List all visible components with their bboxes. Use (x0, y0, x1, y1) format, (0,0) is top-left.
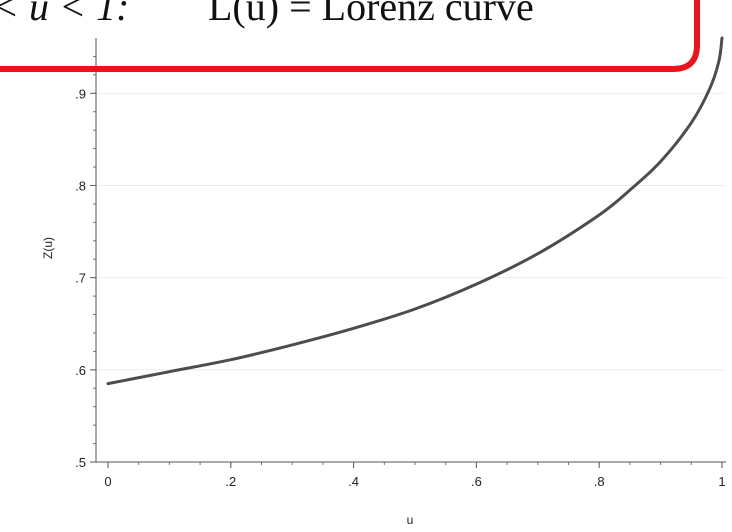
y-tick-label: .6 (75, 363, 86, 378)
x-axis-title: u (407, 513, 414, 527)
data-point (352, 327, 355, 330)
y-tick-label: .8 (75, 178, 86, 193)
data-point (659, 160, 662, 163)
data-point (720, 36, 724, 40)
x-tick-label: 0 (104, 474, 111, 489)
axes: .5 .6 .7 .8 .9 0 .2 .4 .6 .8 1 (75, 38, 726, 489)
data-point (168, 370, 171, 373)
y-tick-label: .7 (75, 271, 86, 286)
series-layer (106, 36, 724, 386)
data-point (598, 213, 601, 217)
series-line (106, 36, 724, 386)
x-tick-label: .4 (348, 474, 359, 489)
data-point (717, 59, 721, 63)
data-point (628, 188, 632, 192)
data-point (291, 343, 294, 347)
data-point (475, 282, 478, 286)
data-point (690, 121, 693, 125)
callout-box: < u < 1: L(u) = Lorenz curve (0, 0, 700, 72)
y-tick-label: .5 (75, 455, 86, 470)
data-point (413, 307, 417, 311)
data-point (708, 87, 711, 90)
callout-text: L(u) = Lorenz curve (208, 0, 534, 29)
y-axis-title: Z(u) (41, 237, 55, 259)
data-point (229, 358, 232, 361)
x-tick-label: .8 (594, 474, 605, 489)
x-tick-label: .6 (471, 474, 482, 489)
callout-border (0, 0, 700, 72)
x-tick-label: 1 (718, 474, 725, 489)
data-point (106, 382, 110, 385)
data-point (536, 252, 539, 255)
x-tick-label: .2 (225, 474, 236, 489)
grid (96, 92, 726, 463)
y-tick-label: .9 (75, 86, 86, 101)
callout-math-prefix: < u < 1: (0, 0, 129, 29)
